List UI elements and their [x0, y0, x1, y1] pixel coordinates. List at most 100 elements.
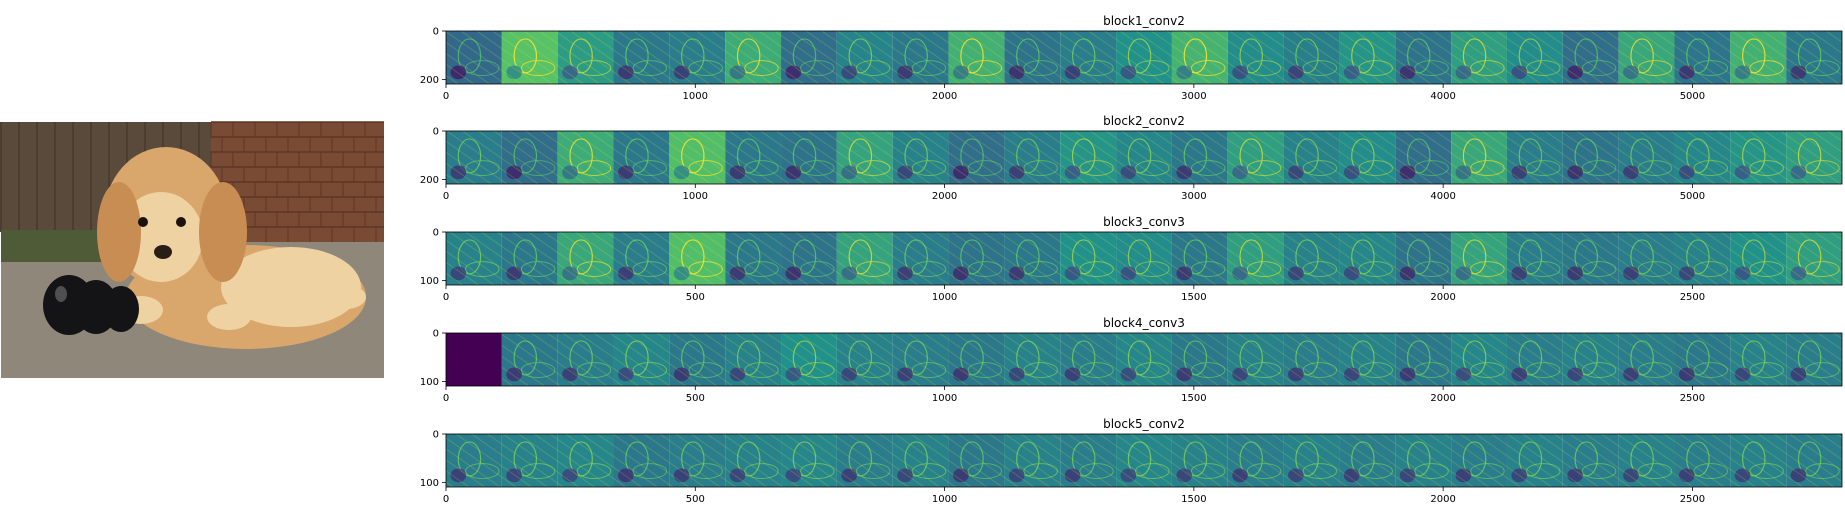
panel-title: block4_conv3 — [1103, 316, 1185, 330]
feature-tile — [1004, 434, 1061, 487]
feature-tile — [1451, 434, 1507, 487]
tiles — [446, 434, 1842, 487]
x-tick-label: 500 — [686, 393, 705, 404]
y-tick-label: 100 — [420, 377, 439, 388]
feature-tile — [1395, 434, 1452, 487]
feature-tile — [1506, 434, 1563, 487]
x-tick-label: 4000 — [1430, 91, 1455, 102]
feature-tile — [669, 31, 726, 84]
feature-tile — [1730, 31, 1787, 84]
y-tick-label: 0 — [433, 27, 439, 38]
feature-tile — [1227, 434, 1284, 487]
feature-tile — [725, 333, 782, 386]
feature-tile — [1730, 232, 1787, 285]
feature-tile — [613, 31, 670, 84]
feature-tile — [1786, 131, 1842, 184]
feature-tile — [1004, 31, 1061, 84]
panel-title: block3_conv3 — [1103, 215, 1185, 229]
y-tick-label: 0 — [433, 329, 439, 340]
feature-tile — [1339, 232, 1396, 285]
x-tick-label: 500 — [686, 494, 705, 505]
feature-tile — [1283, 232, 1340, 285]
feature-tile — [1618, 31, 1675, 84]
feature-tile — [836, 232, 893, 285]
x-tick-label: 0 — [443, 91, 449, 102]
feature-tile — [669, 333, 726, 386]
feature-tile — [1674, 434, 1731, 487]
feature-tile — [1339, 333, 1396, 386]
feature-tile — [1116, 31, 1172, 84]
feature-tile — [1451, 31, 1507, 84]
panel-title: block1_conv2 — [1103, 14, 1185, 28]
feature-tile — [1339, 434, 1396, 487]
x-tick-label: 1000 — [932, 292, 957, 303]
feature-tile — [1283, 333, 1340, 386]
x-tick-label: 1000 — [683, 91, 708, 102]
axes-frame — [445, 433, 1843, 488]
feature-tile — [1674, 131, 1731, 184]
x-tick-label: 1500 — [1181, 292, 1206, 303]
feature-tile — [892, 434, 949, 487]
feature-tile — [725, 131, 782, 184]
feature-tile — [446, 31, 502, 84]
feature-tile — [948, 232, 1005, 285]
feature-tile — [1786, 434, 1842, 487]
feature-tile — [1786, 232, 1842, 285]
y-tick-label: 200 — [420, 75, 439, 86]
feature-tile — [446, 131, 502, 184]
feature-tile — [1283, 131, 1340, 184]
panel-block2_conv2: block2_conv2 0 1000 2000 3000 4000 5000 0 200 — [420, 114, 1843, 202]
axes-frame — [445, 231, 1843, 286]
feature-tile — [1395, 131, 1452, 184]
feature-tile — [557, 333, 614, 386]
panel-block1_conv2: block1_conv2 0 1000 2000 3000 4000 5000 0 200 — [420, 14, 1843, 102]
feature-tile — [836, 31, 893, 84]
feature-tile — [1506, 131, 1563, 184]
x-tick-label: 0 — [443, 292, 449, 303]
feature-tile — [1060, 131, 1117, 184]
x-tick-label: 0 — [443, 393, 449, 404]
feature-tile — [1451, 333, 1507, 386]
x-tick-label: 2000 — [932, 91, 957, 102]
feature-tile — [781, 31, 837, 84]
feature-tile — [1004, 131, 1061, 184]
feature-tile — [557, 131, 614, 184]
x-tick-label: 1000 — [683, 191, 708, 202]
feature-tile — [1004, 232, 1061, 285]
y-tick-label: 0 — [433, 430, 439, 441]
feature-tile — [1171, 434, 1228, 487]
tiles — [446, 333, 1842, 386]
feature-tile — [501, 333, 558, 386]
feature-tile — [613, 434, 670, 487]
axes-frame — [445, 130, 1843, 185]
input-image — [0, 121, 384, 378]
axes-frame — [445, 30, 1843, 85]
axes-frame — [445, 332, 1843, 387]
y-tick-label: 100 — [420, 276, 439, 287]
feature-tile — [1171, 31, 1228, 84]
feature-tile — [1786, 31, 1842, 84]
x-tick-label: 2000 — [1430, 292, 1455, 303]
feature-tile — [446, 434, 502, 487]
feature-tile — [1395, 232, 1452, 285]
feature-tile — [1060, 434, 1117, 487]
feature-tile — [948, 333, 1005, 386]
y-tick-label: 200 — [420, 175, 439, 186]
feature-tile — [669, 131, 726, 184]
feature-tile — [1339, 31, 1396, 84]
feature-tile — [446, 333, 502, 386]
feature-tile — [446, 232, 502, 285]
tiles — [446, 131, 1842, 184]
feature-tile — [669, 232, 726, 285]
feature-tile — [1562, 333, 1619, 386]
feature-tile — [1283, 434, 1340, 487]
panel-title: block2_conv2 — [1103, 114, 1185, 128]
feature-tile — [1004, 333, 1061, 386]
feature-tile — [501, 232, 558, 285]
feature-tile — [1618, 232, 1675, 285]
feature-tile — [725, 31, 782, 84]
feature-tile — [1674, 333, 1731, 386]
x-tick-label: 4000 — [1430, 191, 1455, 202]
feature-tile — [781, 434, 837, 487]
